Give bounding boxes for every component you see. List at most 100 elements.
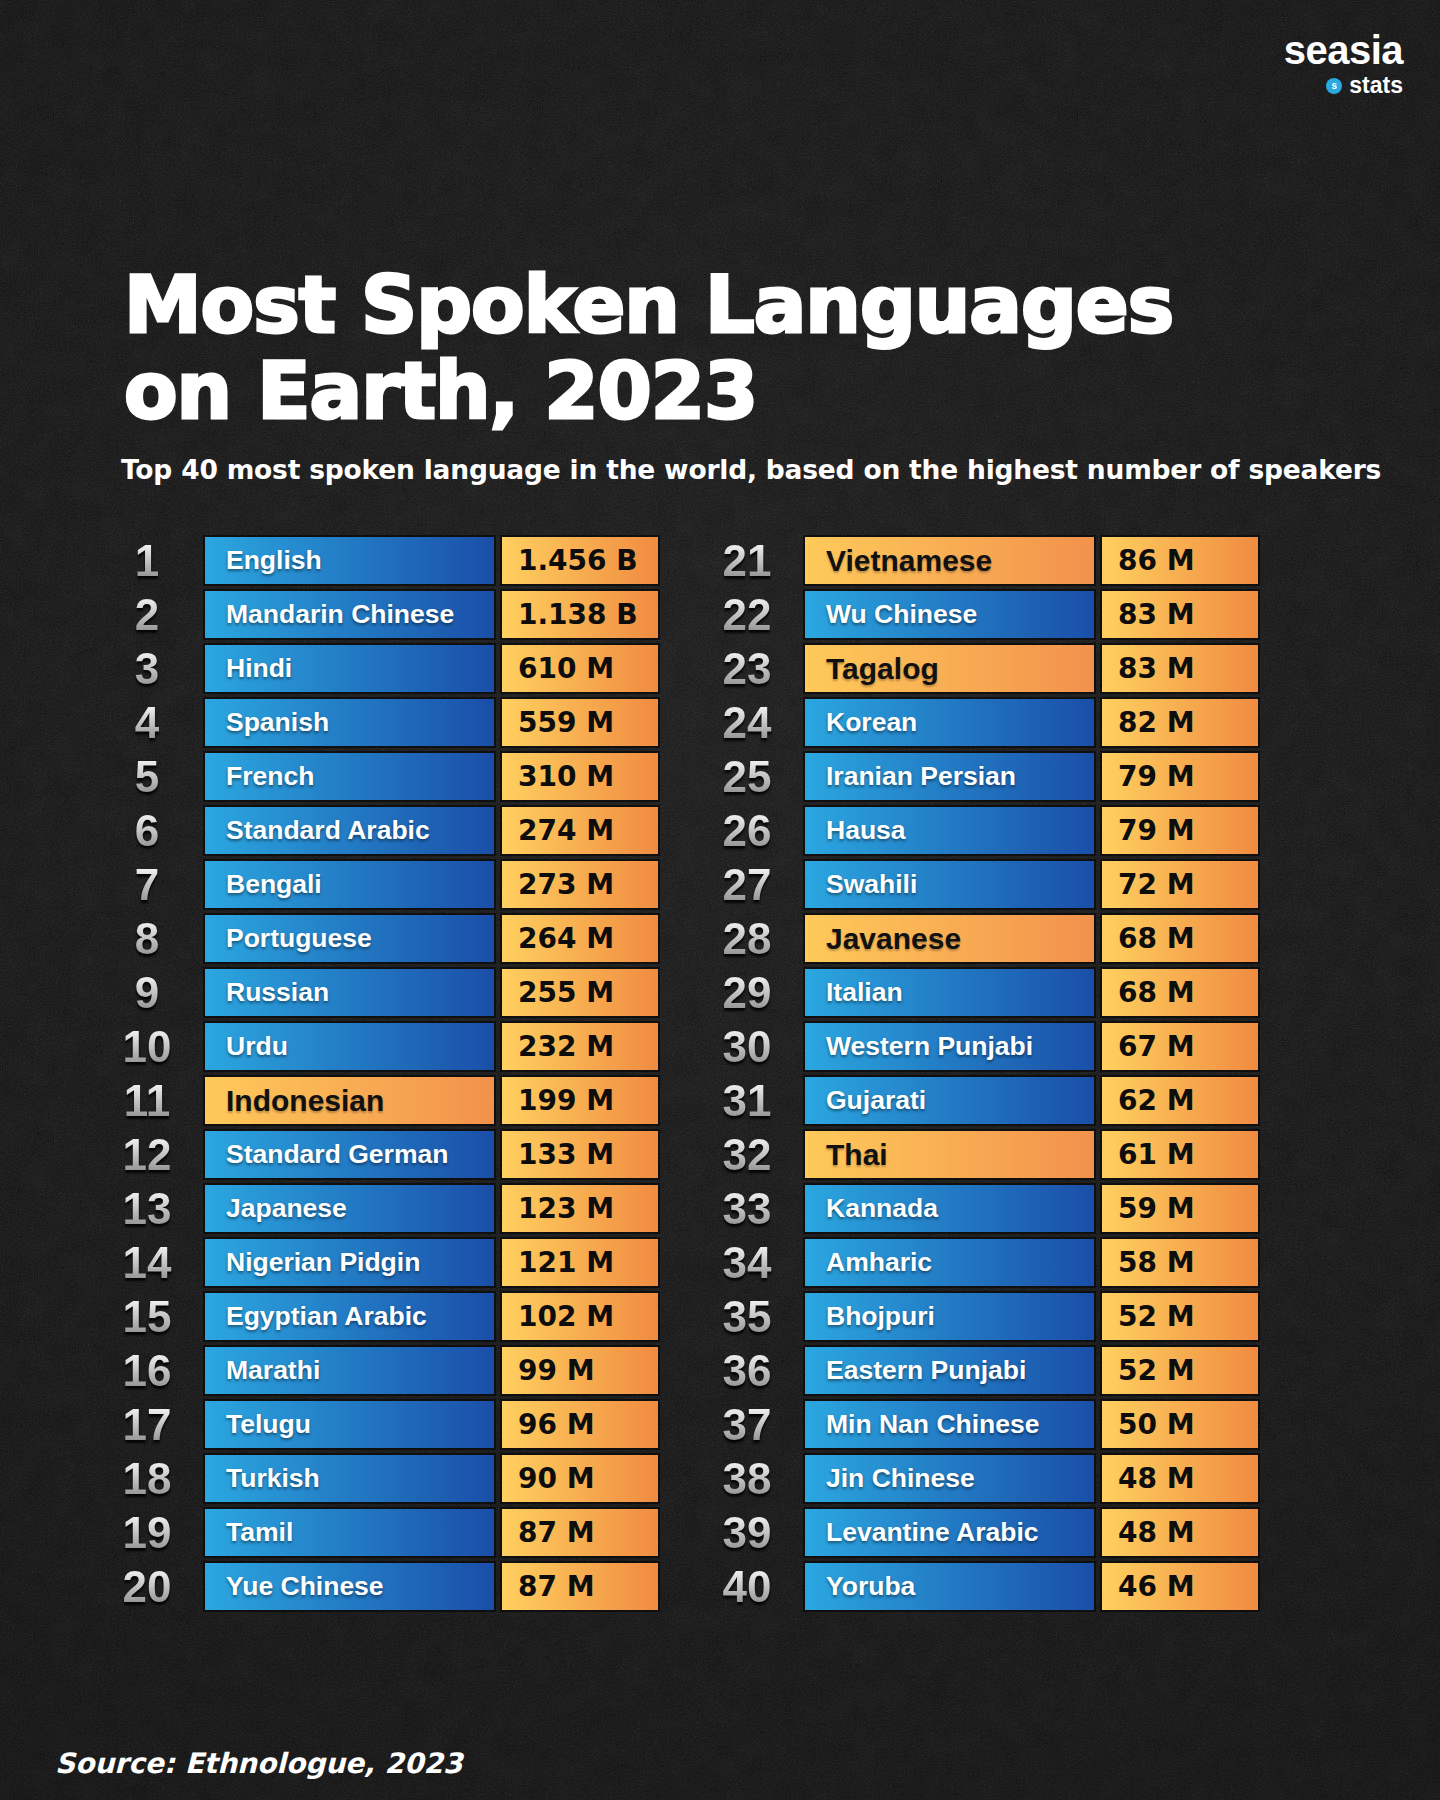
value-bar: 610 M <box>502 645 658 692</box>
language-bar: Bengali <box>205 861 494 908</box>
value-bar: 82 M <box>1102 699 1258 746</box>
table-row: 17Telugu96 M <box>100 1401 658 1448</box>
value-bar: 48 M <box>1102 1509 1258 1556</box>
rank-label: 23 <box>700 645 794 692</box>
language-bar: Yoruba <box>805 1563 1094 1610</box>
table-row: 12Standard German133 M <box>100 1131 658 1178</box>
value-bar: 1.456 B <box>502 537 658 584</box>
value-bar: 52 M <box>1102 1347 1258 1394</box>
rank-label: 22 <box>700 591 794 638</box>
language-bar: Kannada <box>805 1185 1094 1232</box>
value-bar: 559 M <box>502 699 658 746</box>
table-row: 40Yoruba46 M <box>700 1563 1258 1610</box>
rank-label: 32 <box>700 1131 794 1178</box>
table-row: 6Standard Arabic274 M <box>100 807 658 854</box>
rank-label: 27 <box>700 861 794 908</box>
value-bar: 61 M <box>1102 1131 1258 1178</box>
rank-label: 38 <box>700 1455 794 1502</box>
value-bar: 67 M <box>1102 1023 1258 1070</box>
language-bar: Korean <box>805 699 1094 746</box>
page-title: Most Spoken Languages on Earth, 2023 <box>124 262 1173 434</box>
language-bar: Tamil <box>205 1509 494 1556</box>
value-bar: 50 M <box>1102 1401 1258 1448</box>
language-bar: Tagalog <box>805 645 1094 692</box>
language-bar: Swahili <box>805 861 1094 908</box>
rank-label: 34 <box>700 1239 794 1286</box>
language-bar: Amharic <box>805 1239 1094 1286</box>
language-bar: Japanese <box>205 1185 494 1232</box>
language-bar: Nigerian Pidgin <box>205 1239 494 1286</box>
value-bar: 83 M <box>1102 645 1258 692</box>
table-row: 31Gujarati62 M <box>700 1077 1258 1124</box>
table-row: 15Egyptian Arabic102 M <box>100 1293 658 1340</box>
value-bar: 102 M <box>502 1293 658 1340</box>
table-row: 20Yue Chinese87 M <box>100 1563 658 1610</box>
value-bar: 123 M <box>502 1185 658 1232</box>
language-bar: Urdu <box>205 1023 494 1070</box>
language-bar: Portuguese <box>205 915 494 962</box>
table-row: 13Japanese123 M <box>100 1185 658 1232</box>
language-bar: Eastern Punjabi <box>805 1347 1094 1394</box>
value-bar: 99 M <box>502 1347 658 1394</box>
language-bar: Yue Chinese <box>205 1563 494 1610</box>
page-subtitle: Top 40 most spoken language in the world… <box>121 454 1381 485</box>
table-row: 36Eastern Punjabi52 M <box>700 1347 1258 1394</box>
value-bar: 86 M <box>1102 537 1258 584</box>
rank-label: 31 <box>700 1077 794 1124</box>
table-row: 34Amharic58 M <box>700 1239 1258 1286</box>
table-row: 5French310 M <box>100 753 658 800</box>
rank-label: 15 <box>100 1293 194 1340</box>
value-bar: 1.138 B <box>502 591 658 638</box>
rank-label: 1 <box>100 537 194 584</box>
value-bar: 255 M <box>502 969 658 1016</box>
table-row: 29Italian68 M <box>700 969 1258 1016</box>
table-row: 23Tagalog83 M <box>700 645 1258 692</box>
table-row: 9Russian255 M <box>100 969 658 1016</box>
table-row: 28Javanese68 M <box>700 915 1258 962</box>
language-bar: Russian <box>205 969 494 1016</box>
value-bar: 90 M <box>502 1455 658 1502</box>
rank-label: 20 <box>100 1563 194 1610</box>
table-row: 27Swahili72 M <box>700 861 1258 908</box>
rank-label: 26 <box>700 807 794 854</box>
rank-label: 7 <box>100 861 194 908</box>
value-bar: 52 M <box>1102 1293 1258 1340</box>
value-bar: 121 M <box>502 1239 658 1286</box>
title-line1: Most Spoken Languages <box>124 262 1173 348</box>
rank-label: 29 <box>700 969 794 1016</box>
rank-label: 35 <box>700 1293 794 1340</box>
value-bar: 58 M <box>1102 1239 1258 1286</box>
rank-label: 25 <box>700 753 794 800</box>
value-bar: 232 M <box>502 1023 658 1070</box>
table-row: 21Vietnamese86 M <box>700 537 1258 584</box>
table-row: 4Spanish559 M <box>100 699 658 746</box>
rank-label: 17 <box>100 1401 194 1448</box>
rank-label: 33 <box>700 1185 794 1232</box>
rank-label: 12 <box>100 1131 194 1178</box>
language-bar: Standard Arabic <box>205 807 494 854</box>
value-bar: 79 M <box>1102 753 1258 800</box>
language-bar: Telugu <box>205 1401 494 1448</box>
language-bar: Gujarati <box>805 1077 1094 1124</box>
table-row: 22Wu Chinese83 M <box>700 591 1258 638</box>
rank-label: 30 <box>700 1023 794 1070</box>
table-row: 38Jin Chinese48 M <box>700 1455 1258 1502</box>
table-row: 3Hindi610 M <box>100 645 658 692</box>
language-bar: Western Punjabi <box>805 1023 1094 1070</box>
value-bar: 68 M <box>1102 915 1258 962</box>
language-bar: Jin Chinese <box>805 1455 1094 1502</box>
rank-label: 16 <box>100 1347 194 1394</box>
value-bar: 59 M <box>1102 1185 1258 1232</box>
table-row: 39Levantine Arabic48 M <box>700 1509 1258 1556</box>
language-bar: Wu Chinese <box>805 591 1094 638</box>
rank-label: 11 <box>100 1077 194 1124</box>
value-bar: 68 M <box>1102 969 1258 1016</box>
logo-stats-text: stats <box>1349 74 1403 97</box>
value-bar: 79 M <box>1102 807 1258 854</box>
rank-label: 4 <box>100 699 194 746</box>
table-row: 30Western Punjabi67 M <box>700 1023 1258 1070</box>
value-bar: 310 M <box>502 753 658 800</box>
language-bar: Vietnamese <box>805 537 1094 584</box>
language-bar: Indonesian <box>205 1077 494 1124</box>
table-row: 7Bengali273 M <box>100 861 658 908</box>
